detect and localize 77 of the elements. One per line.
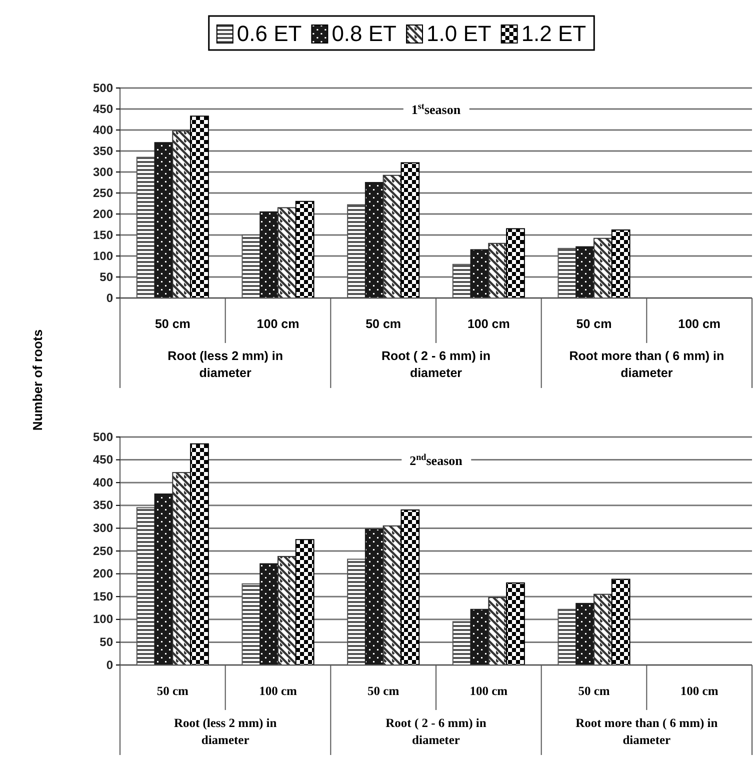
legend-label: 1.2 ET [521,21,586,46]
bar [260,563,278,666]
bar [488,242,508,298]
bar [190,443,209,666]
y-tick-label: 200 [92,206,114,221]
x-tick-label: 50 cm [156,684,190,698]
bar [506,582,525,666]
legend-label: 0.8 ET [332,21,396,46]
bar [611,578,630,666]
legend-label: 1.0 ET [426,21,492,46]
text: Root more than ( 6 mm) in diameter [576,716,718,747]
bar [400,162,420,298]
y-tick-label: 250 [92,186,114,200]
text: Root (less 2 mm) in diameter [174,716,277,747]
text: Root ( 2 - 6 mm) in diameter [381,349,491,380]
x-tick-label: 50 cm [154,317,190,331]
x-tick-label: 100 cm [256,317,300,331]
bar [172,472,192,666]
bar [190,116,209,298]
y-tick-label: 350 [92,144,114,158]
bar [364,528,384,666]
y-tick-label: 500 [92,430,114,444]
y-tick-label: 50 [100,635,114,650]
bar [364,182,384,298]
x-tick-label: 50 cm [368,684,400,698]
bar [611,229,630,298]
bar [470,249,490,298]
y-tick-label: 350 [92,498,114,512]
bar [295,539,314,666]
x-tick-label: 100 cm [470,684,508,698]
legend-label: 0.6 ET [236,21,302,46]
y-tick-label: 300 [92,164,114,179]
bar [576,246,594,298]
y-tick-label: 250 [92,544,114,558]
bar [260,211,278,298]
y-tick-label: 150 [92,589,114,604]
bar [382,525,402,666]
y-tick-label: 450 [92,452,114,467]
bar [594,594,612,666]
y-tick-label: 150 [92,228,114,242]
y-tick-label: 0 [106,290,114,305]
annotation: 2$^{nd}$season [410,452,464,468]
bar [278,207,296,298]
text: Root ( 2 - 6 mm) in diameter [386,716,486,747]
x-tick-label: 100 cm [467,317,510,331]
bar [470,608,490,666]
bar [506,228,525,298]
bar [594,238,612,298]
bar [382,174,402,298]
bar [154,494,174,666]
annotation: 1$^{st}$season [411,101,462,117]
y-tick-label: 100 [92,612,114,626]
x-tick-label: 50 cm [578,684,610,698]
y-tick-label: 100 [92,248,114,263]
y-tick-label: 300 [92,521,114,536]
y-tick-label: 200 [92,566,114,581]
y-tick-label: 450 [92,102,114,116]
x-tick-label: 50 cm [576,317,612,331]
y-tick-label: 50 [100,270,114,284]
bar [488,597,508,666]
text: Root more than ( 6 mm) in diameter [569,349,724,380]
y-tick-label: 400 [92,475,114,490]
bar [295,200,314,298]
y-tick-label: 500 [92,80,114,95]
bar [278,556,296,666]
y-tick-label: 0 [106,658,114,672]
text: Root (less 2 mm) in diameter [168,349,283,380]
y-axis-title: Number of roots [30,329,45,431]
bar [154,142,174,298]
bar [172,130,192,298]
x-tick-label: 100 cm [678,317,721,331]
bar [576,602,594,666]
y-tick-label: 400 [92,122,114,137]
x-tick-label: 50 cm [366,317,402,331]
x-tick-label: 100 cm [259,684,298,698]
bar [400,509,420,666]
x-tick-label: 100 cm [680,684,719,698]
